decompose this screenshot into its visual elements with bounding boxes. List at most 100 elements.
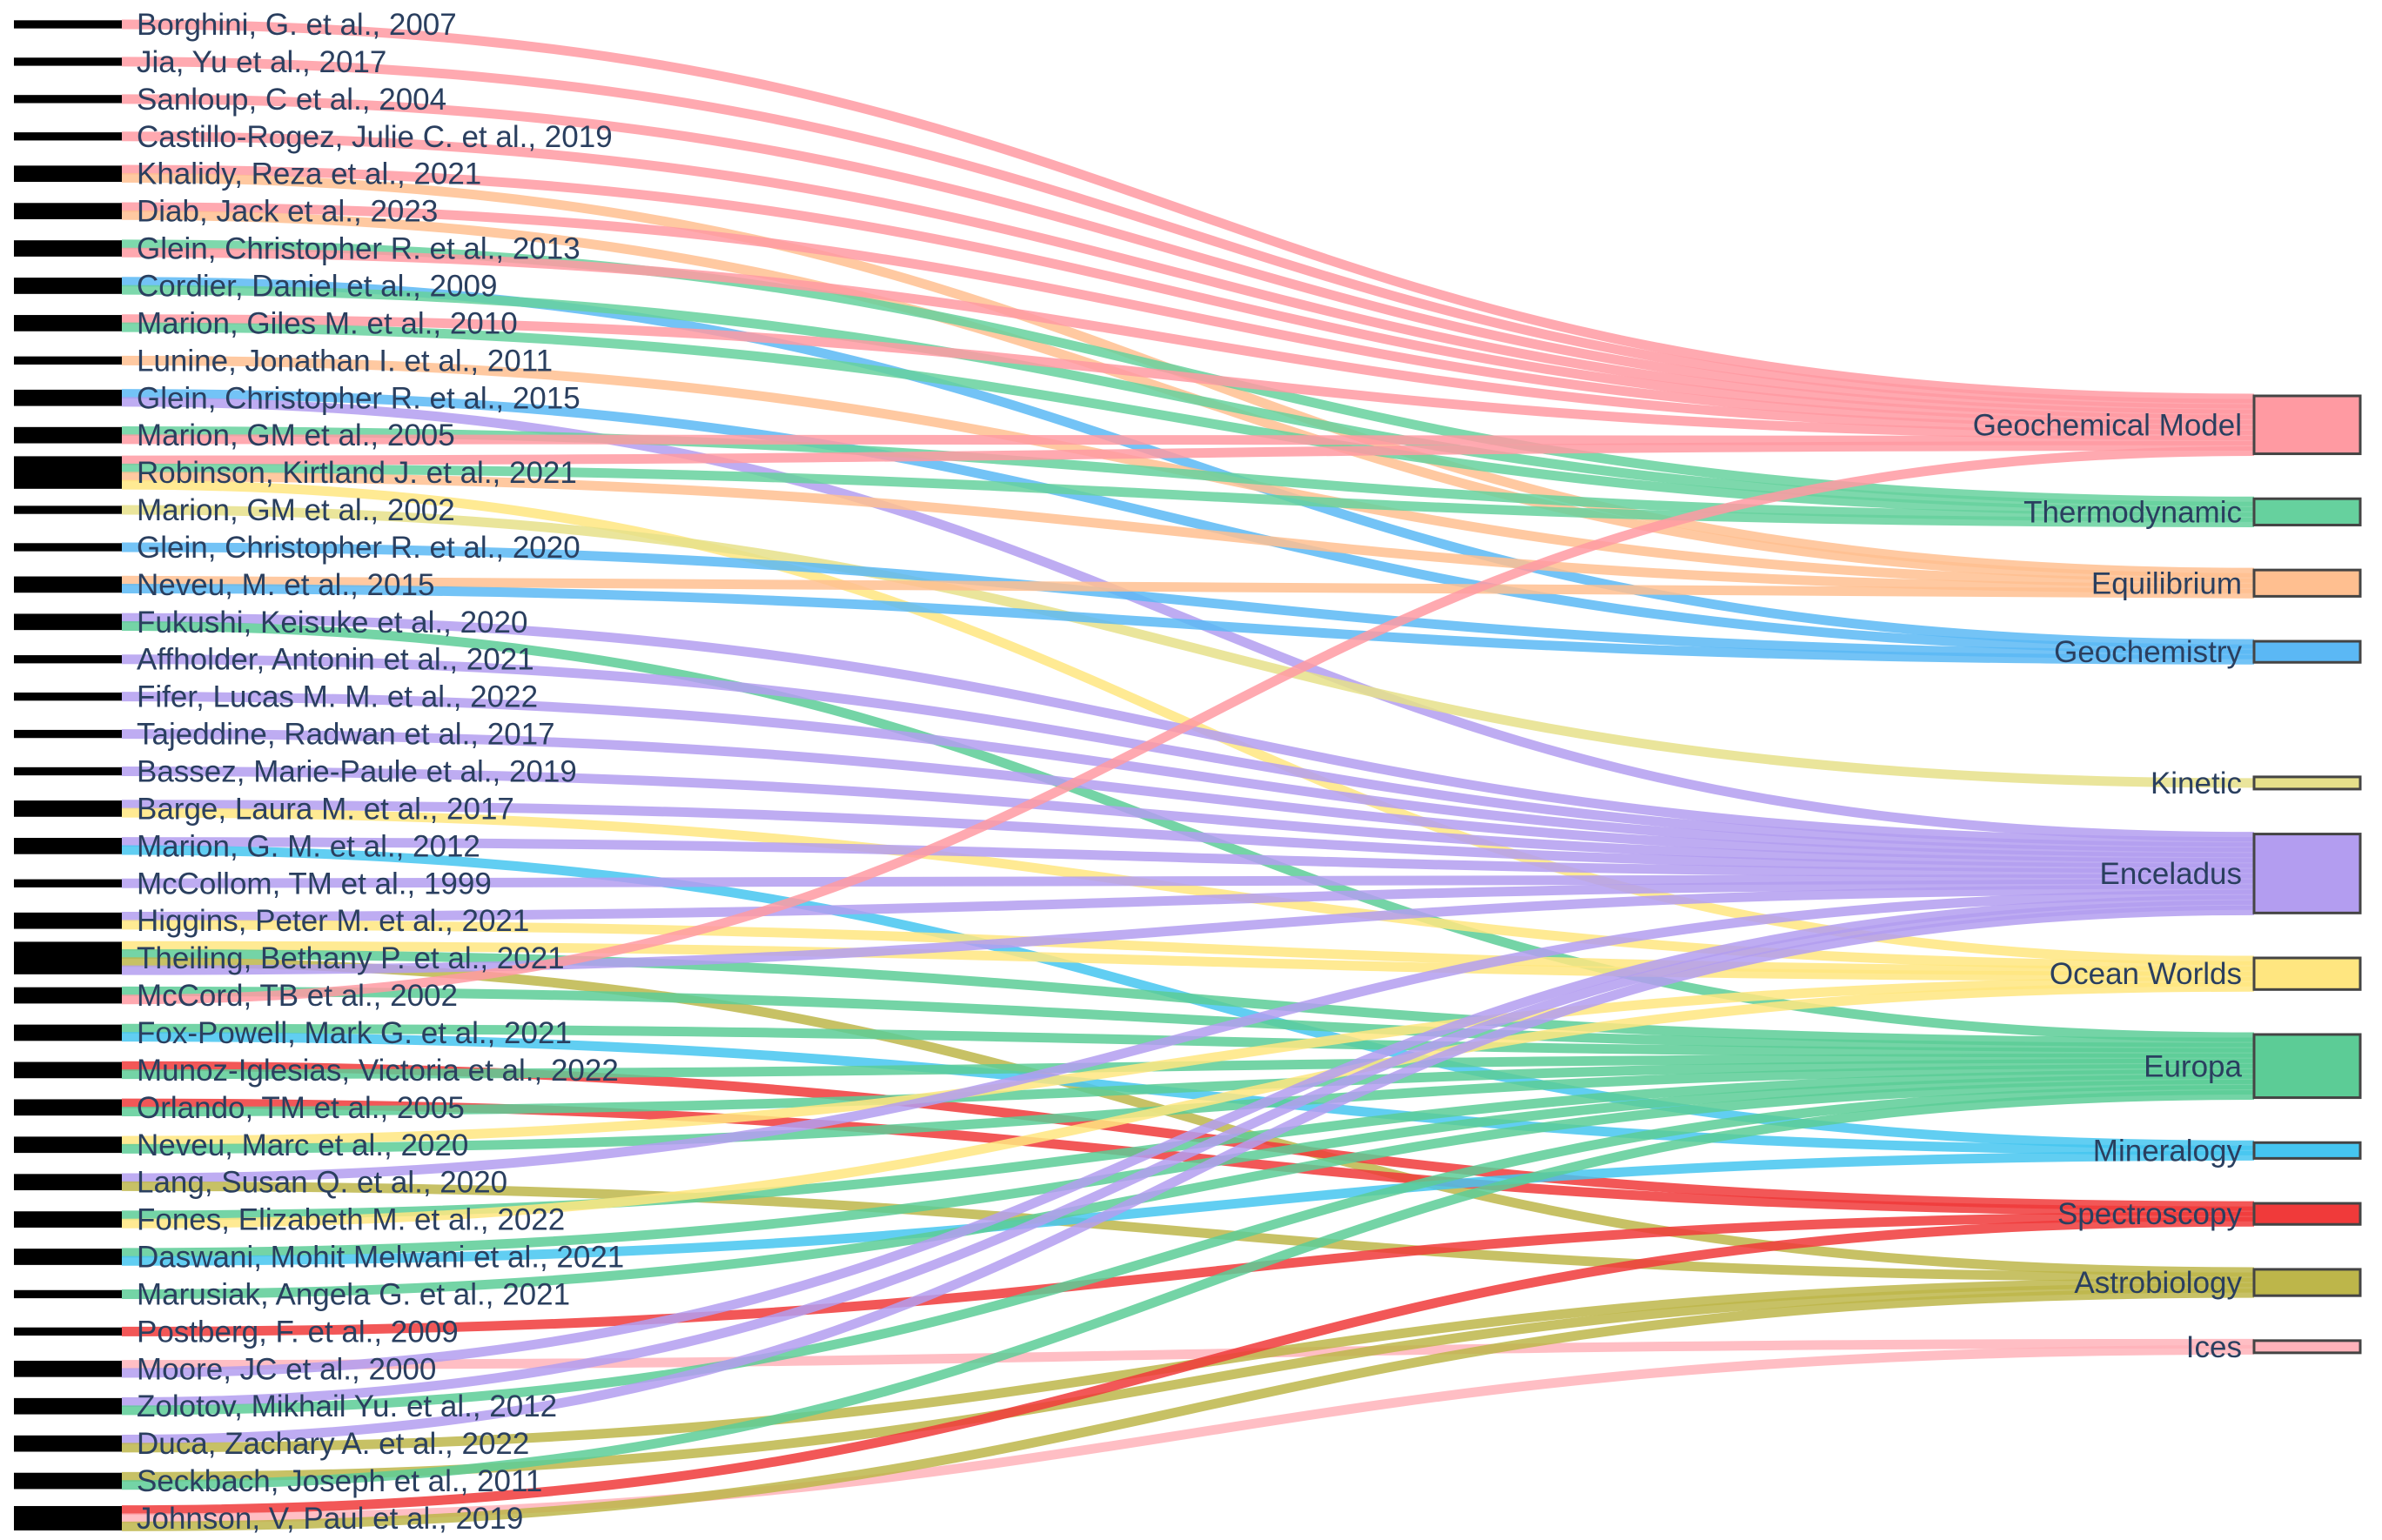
source-label: Bassez, Marie-Paule et al., 2019 (137, 755, 577, 789)
source-label: Zolotov, Mikhail Yu. et al., 2012 (137, 1389, 557, 1423)
source-label: Marion, GM et al., 2005 (137, 418, 455, 452)
sankey-link (121, 1032, 2255, 1155)
sankey-link (121, 981, 2255, 1229)
sankey-link (121, 800, 2255, 874)
sankey-link (121, 1288, 2255, 1531)
source-node (14, 1249, 122, 1265)
sankey-link (121, 505, 2255, 788)
source-node (14, 1136, 122, 1154)
target-node (2252, 775, 2362, 791)
source-node (14, 389, 122, 406)
source-node (14, 613, 122, 631)
sankey-link (121, 957, 2255, 1277)
source-node (14, 426, 122, 444)
sankey-link (121, 654, 2255, 853)
source-label: Seckbach, Joseph et al., 2011 (137, 1464, 542, 1498)
source-node (14, 356, 122, 365)
sankey-link (121, 894, 2255, 1378)
source-node (14, 132, 122, 141)
sankey-link (121, 322, 2255, 517)
sankey-link (121, 314, 2255, 440)
sankey-link (121, 729, 2255, 863)
source-label: Neveu, M. et al., 2015 (137, 568, 434, 602)
source-node (14, 692, 122, 701)
sankey-link (121, 986, 2255, 1053)
source-node (14, 20, 122, 29)
sankey-link (121, 1181, 2255, 1282)
target-node (2252, 568, 2362, 598)
sankey-link (121, 472, 2255, 593)
source-label: Moore, JC et al., 2000 (137, 1352, 436, 1386)
sankey-link (121, 57, 2255, 409)
source-node (14, 203, 122, 219)
source-label: Fifer, Lucas M. M. et al., 2022 (137, 680, 538, 714)
source-node (14, 240, 122, 257)
target-nodes: Geochemical Model Thermodynamic Equilibriu… (1973, 394, 2362, 1364)
source-label: Orlando, TM et al., 2005 (137, 1091, 465, 1125)
sankey-link (121, 1338, 2255, 1370)
sankey-link (121, 1053, 2255, 1080)
source-label: McCollom, TM et al., 1999 (137, 867, 492, 901)
sankey-link (121, 164, 2255, 425)
sankey-link (121, 397, 2255, 842)
sankey-link (121, 1079, 2255, 1299)
sankey-link (121, 837, 2255, 879)
sankey-link (121, 1085, 2255, 1416)
source-label: Munoz-Iglesias, Victoria et al., 2022 (137, 1054, 619, 1088)
sankey-link (121, 767, 2255, 868)
source-node (14, 95, 122, 104)
sankey-links (121, 19, 2255, 1531)
sankey-link (121, 1074, 2255, 1258)
sankey-link (121, 1058, 2255, 1116)
source-node (14, 576, 122, 593)
source-node (14, 506, 122, 514)
source-label: Castillo-Rogez, Julie C. et al., 2019 (137, 120, 613, 154)
source-node (14, 879, 122, 887)
source-label: Higgins, Peter M. et al., 2021 (137, 904, 529, 938)
source-label: Theiling, Bethany P. et al., 2021 (137, 941, 565, 975)
source-node (14, 1327, 122, 1336)
target-label: Spectroscopy (2057, 1197, 2243, 1231)
target-node (2252, 1339, 2362, 1355)
source-node (14, 1435, 122, 1452)
source-label: Sanloup, C et al., 2004 (137, 83, 446, 117)
source-label: Johnson, V, Paul et al., 2019 (137, 1502, 523, 1536)
sankey-link (121, 434, 2255, 445)
source-node (14, 729, 122, 739)
sankey-link (121, 463, 2255, 527)
sankey-link (121, 440, 2255, 465)
target-label: Europa (2144, 1049, 2242, 1083)
source-node (14, 838, 122, 854)
source-label: Khalidy, Reza et al., 2021 (137, 157, 481, 191)
target-node (2252, 1141, 2362, 1160)
source-node (14, 1472, 122, 1490)
source-node (14, 941, 122, 974)
source-node (14, 1397, 122, 1415)
target-label: Equilibrium (2091, 566, 2242, 600)
target-node (2252, 956, 2362, 991)
source-label: Affholder, Antonin et al., 2021 (137, 643, 534, 677)
source-label: Marion, GM et al., 2002 (137, 493, 455, 527)
sankey-link (121, 202, 2255, 430)
source-label: Glein, Christopher R. et al., 2013 (137, 232, 580, 266)
target-label: Astrobiology (2074, 1266, 2242, 1300)
sankey-link (121, 575, 2255, 599)
source-label: Duca, Zachary A. et al., 2022 (137, 1427, 529, 1461)
source-label: Marion, Giles M. et al., 2010 (137, 306, 518, 340)
source-node (14, 1505, 122, 1531)
source-node (14, 987, 122, 1004)
target-label: Geochemical Model (1973, 408, 2242, 442)
source-node (14, 1289, 122, 1299)
source-node (14, 800, 122, 817)
source-node (14, 912, 122, 929)
sankey-link (121, 692, 2255, 858)
target-label: Enceladus (2100, 857, 2242, 891)
source-label: Borghini, G. et al., 2007 (137, 8, 457, 42)
sankey-link (121, 542, 2255, 660)
source-node (14, 1360, 122, 1377)
sankey-link (121, 920, 2255, 976)
sankey-link (121, 874, 2255, 888)
source-node (14, 1061, 122, 1079)
sankey-link (121, 584, 2255, 665)
